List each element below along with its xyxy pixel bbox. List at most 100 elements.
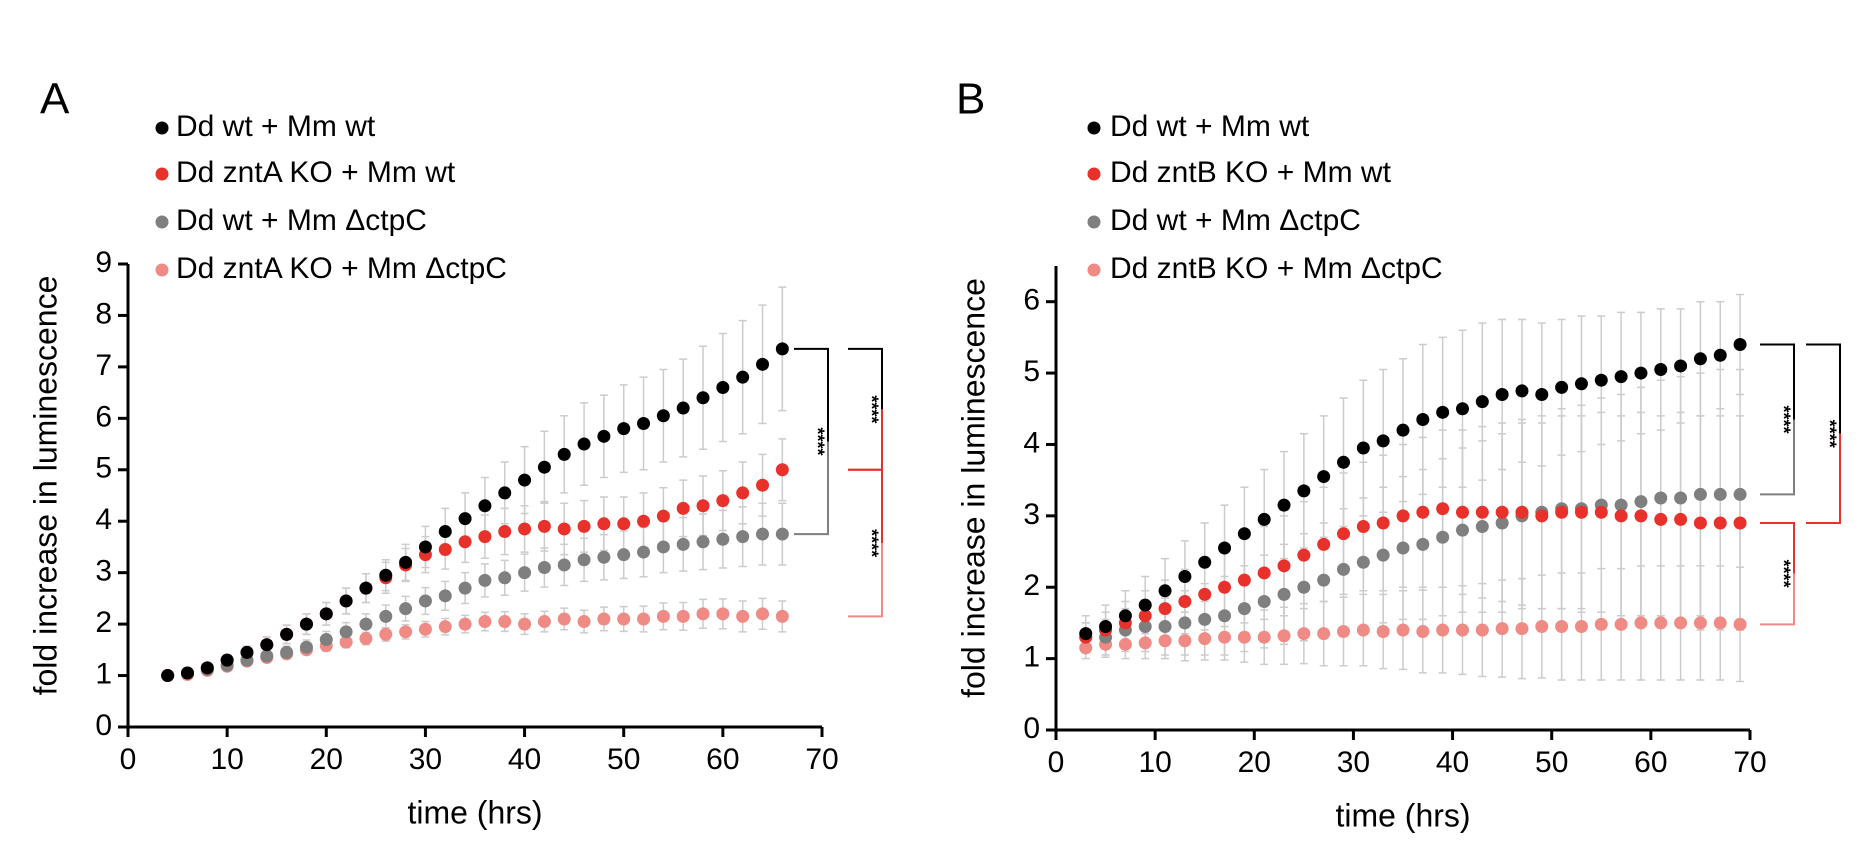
data-point: [339, 594, 353, 608]
data-point: [1654, 616, 1668, 630]
data-point: [1337, 562, 1351, 576]
data-point: [537, 460, 551, 474]
data-point: [1297, 484, 1311, 498]
significance-label: ****: [1773, 405, 1793, 433]
data-point: [1138, 619, 1152, 633]
y-tick-label: 9: [95, 246, 112, 279]
data-point: [1198, 612, 1212, 626]
data-point: [716, 607, 730, 621]
data-point: [280, 627, 294, 641]
data-point: [1693, 616, 1707, 630]
y-tick-label: 6: [95, 400, 112, 433]
legend-label: Dd zntA KO + Mm ΔctpC: [176, 252, 507, 285]
data-point: [756, 357, 770, 371]
data-point: [736, 370, 750, 384]
data-point: [498, 525, 512, 539]
data-point: [577, 615, 591, 629]
data-point: [597, 612, 611, 626]
data-point: [1178, 595, 1192, 609]
data-point: [1257, 512, 1271, 526]
legend-marker: [155, 263, 169, 277]
data-point: [577, 553, 591, 567]
data-point: [736, 609, 750, 623]
data-point: [557, 522, 571, 536]
data-point: [1079, 627, 1093, 641]
data-point: [1495, 387, 1509, 401]
legend-marker: [1087, 215, 1101, 229]
bracket: [1806, 343, 1841, 434]
significance-label: ****: [807, 427, 827, 455]
data-point: [1436, 405, 1450, 419]
data-point: [1693, 487, 1707, 501]
data-point: [1693, 352, 1707, 366]
data-point: [1376, 548, 1390, 562]
data-point: [1118, 609, 1132, 623]
y-axis-label: fold increase in luminescence: [27, 276, 63, 696]
data-point: [1178, 616, 1192, 630]
data-point: [1495, 622, 1509, 636]
data-point: [1436, 530, 1450, 544]
data-point: [696, 391, 710, 405]
data-point: [756, 527, 770, 541]
data-point: [1555, 505, 1569, 519]
data-point: [597, 550, 611, 564]
y-tick-label: 5: [95, 452, 112, 485]
x-tick-label: 40: [508, 743, 541, 776]
data-point: [696, 499, 710, 513]
legend-marker: [155, 167, 169, 181]
data-point: [775, 342, 789, 356]
data-point: [1674, 616, 1688, 630]
panel-label: B: [956, 75, 985, 124]
data-point: [1713, 516, 1727, 530]
data-point: [716, 494, 730, 508]
data-point: [1138, 636, 1152, 650]
data-point: [1198, 632, 1212, 646]
data-point: [1218, 541, 1232, 555]
data-point: [1198, 587, 1212, 601]
data-point: [1436, 502, 1450, 516]
data-point: [418, 594, 432, 608]
data-point: [557, 612, 571, 626]
data-point: [438, 543, 452, 557]
data-point: [498, 615, 512, 629]
data-point: [1733, 516, 1747, 530]
data-point: [1158, 619, 1172, 633]
x-tick-label: 50: [1535, 746, 1568, 779]
data-point: [1356, 555, 1370, 569]
data-point: [1614, 498, 1628, 512]
data-point: [1614, 617, 1628, 631]
legend-label: Dd zntB KO + Mm ΔctpC: [1110, 252, 1443, 285]
data-point: [1237, 527, 1251, 541]
data-point: [1317, 470, 1331, 484]
data-point: [1237, 573, 1251, 587]
data-point: [1733, 487, 1747, 501]
data-point: [557, 447, 571, 461]
data-point: [656, 609, 670, 623]
data-point: [1297, 548, 1311, 562]
bracket: [848, 468, 883, 544]
data-point: [537, 615, 551, 629]
data-point: [299, 640, 313, 654]
data-point: [359, 632, 373, 646]
data-point: [1654, 363, 1668, 377]
data-point: [379, 609, 393, 623]
data-point: [597, 429, 611, 443]
data-point: [379, 627, 393, 641]
legend-label: Dd zntB KO + Mm wt: [1110, 156, 1392, 189]
data-point: [1713, 348, 1727, 362]
data-point: [339, 625, 353, 639]
data-point: [696, 535, 710, 549]
x-tick-label: 30: [409, 743, 442, 776]
data-point: [1535, 509, 1549, 523]
data-point: [1158, 634, 1172, 648]
data-point: [458, 581, 472, 595]
x-tick-label: 10: [1138, 746, 1171, 779]
data-point: [1277, 498, 1291, 512]
data-point: [161, 669, 175, 683]
data-point: [1693, 516, 1707, 530]
data-point: [1475, 520, 1489, 534]
data-point: [498, 571, 512, 585]
data-point: [1237, 602, 1251, 616]
y-tick-label: 7: [95, 349, 112, 382]
legend-marker: [1087, 121, 1101, 135]
